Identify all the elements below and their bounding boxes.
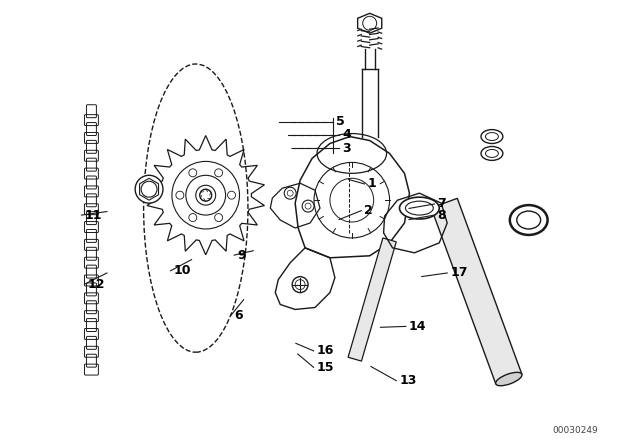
Ellipse shape xyxy=(481,129,503,143)
Polygon shape xyxy=(348,238,396,361)
Text: 4: 4 xyxy=(342,129,351,142)
Text: 7: 7 xyxy=(438,198,446,211)
Text: 9: 9 xyxy=(237,249,246,262)
Text: 14: 14 xyxy=(409,320,426,333)
Text: 17: 17 xyxy=(450,267,468,280)
Text: 11: 11 xyxy=(84,209,102,222)
Text: 2: 2 xyxy=(364,204,373,217)
Text: 12: 12 xyxy=(88,278,105,291)
Circle shape xyxy=(284,187,296,199)
Polygon shape xyxy=(358,13,381,33)
Text: 5: 5 xyxy=(336,115,344,128)
Text: 13: 13 xyxy=(399,374,417,387)
Text: 10: 10 xyxy=(173,264,191,277)
Ellipse shape xyxy=(481,146,503,160)
Text: 6: 6 xyxy=(234,309,243,322)
Polygon shape xyxy=(431,198,522,384)
Text: 16: 16 xyxy=(317,345,334,358)
Ellipse shape xyxy=(495,372,522,386)
Text: 15: 15 xyxy=(317,361,334,374)
Text: 1: 1 xyxy=(367,177,376,190)
Text: 3: 3 xyxy=(342,142,351,155)
Ellipse shape xyxy=(399,197,439,219)
Circle shape xyxy=(200,189,212,201)
Circle shape xyxy=(135,175,163,203)
Circle shape xyxy=(302,200,314,212)
Text: 00030249: 00030249 xyxy=(552,426,598,435)
Circle shape xyxy=(292,277,308,293)
Text: 8: 8 xyxy=(438,209,446,222)
